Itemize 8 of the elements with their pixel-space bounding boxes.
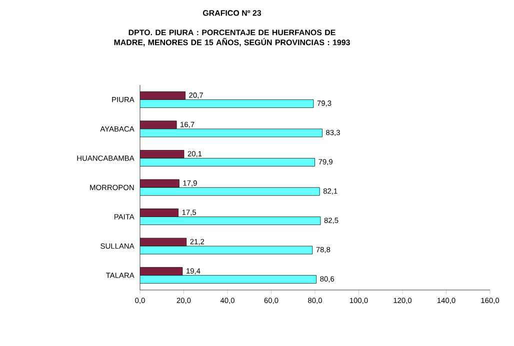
bar bbox=[140, 158, 315, 166]
bar bbox=[140, 216, 321, 225]
bar bbox=[140, 150, 184, 158]
bar bbox=[140, 275, 317, 284]
bar bbox=[140, 267, 183, 276]
bar bbox=[140, 99, 314, 108]
bar bbox=[140, 91, 186, 100]
bar bbox=[140, 208, 178, 217]
